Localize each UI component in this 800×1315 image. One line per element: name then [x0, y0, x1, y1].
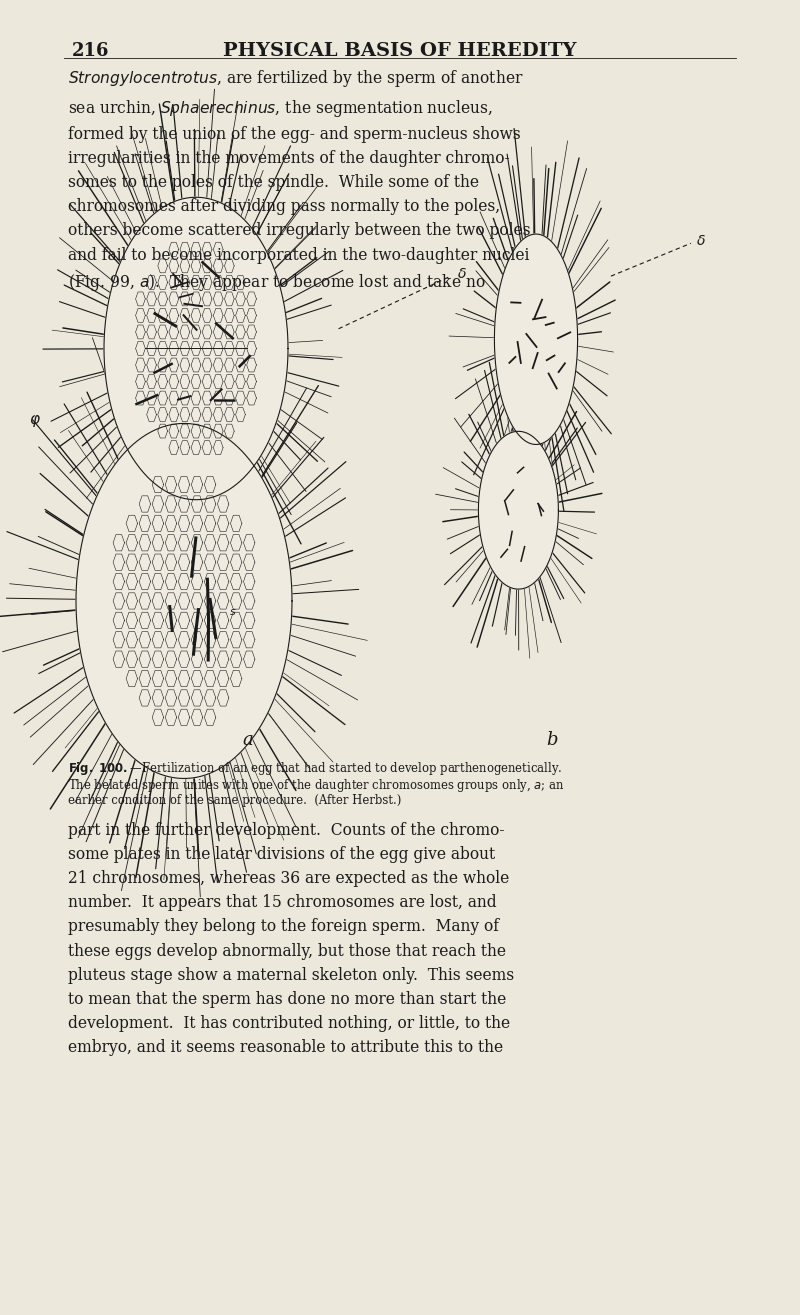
Text: b: b — [546, 731, 558, 750]
Text: earlier condition of the same procedure.  (After Herbst.): earlier condition of the same procedure.… — [68, 794, 402, 807]
Polygon shape — [76, 423, 292, 778]
Polygon shape — [104, 197, 288, 500]
Text: $\mathit{\varphi}$: $\mathit{\varphi}$ — [29, 413, 41, 429]
Text: part in the further development.  Counts of the chromo-
some plates in the later: part in the further development. Counts … — [68, 822, 514, 1056]
Text: PHYSICAL BASIS OF HEREDITY: PHYSICAL BASIS OF HEREDITY — [223, 42, 577, 60]
Text: 216: 216 — [72, 42, 110, 60]
Text: $\delta$: $\delta$ — [697, 234, 706, 247]
Text: $s$: $s$ — [230, 608, 237, 617]
Text: $\delta$: $\delta$ — [457, 267, 467, 280]
Text: The belated sperm unites with one of the daughter chromosomes groups only, $\it{: The belated sperm unites with one of the… — [68, 777, 565, 794]
Text: $\bf{Fig.\ 100.}$—Fertilization of an egg that had started to develop parthenoge: $\bf{Fig.\ 100.}$—Fertilization of an eg… — [68, 760, 562, 777]
Polygon shape — [478, 431, 558, 589]
Polygon shape — [494, 234, 578, 444]
Text: $\it{Strongylocentrotus}$, are fertilized by the sperm of another
sea urchin, $\: $\it{Strongylocentrotus}$, are fertilize… — [68, 68, 530, 293]
Text: a: a — [242, 731, 254, 750]
